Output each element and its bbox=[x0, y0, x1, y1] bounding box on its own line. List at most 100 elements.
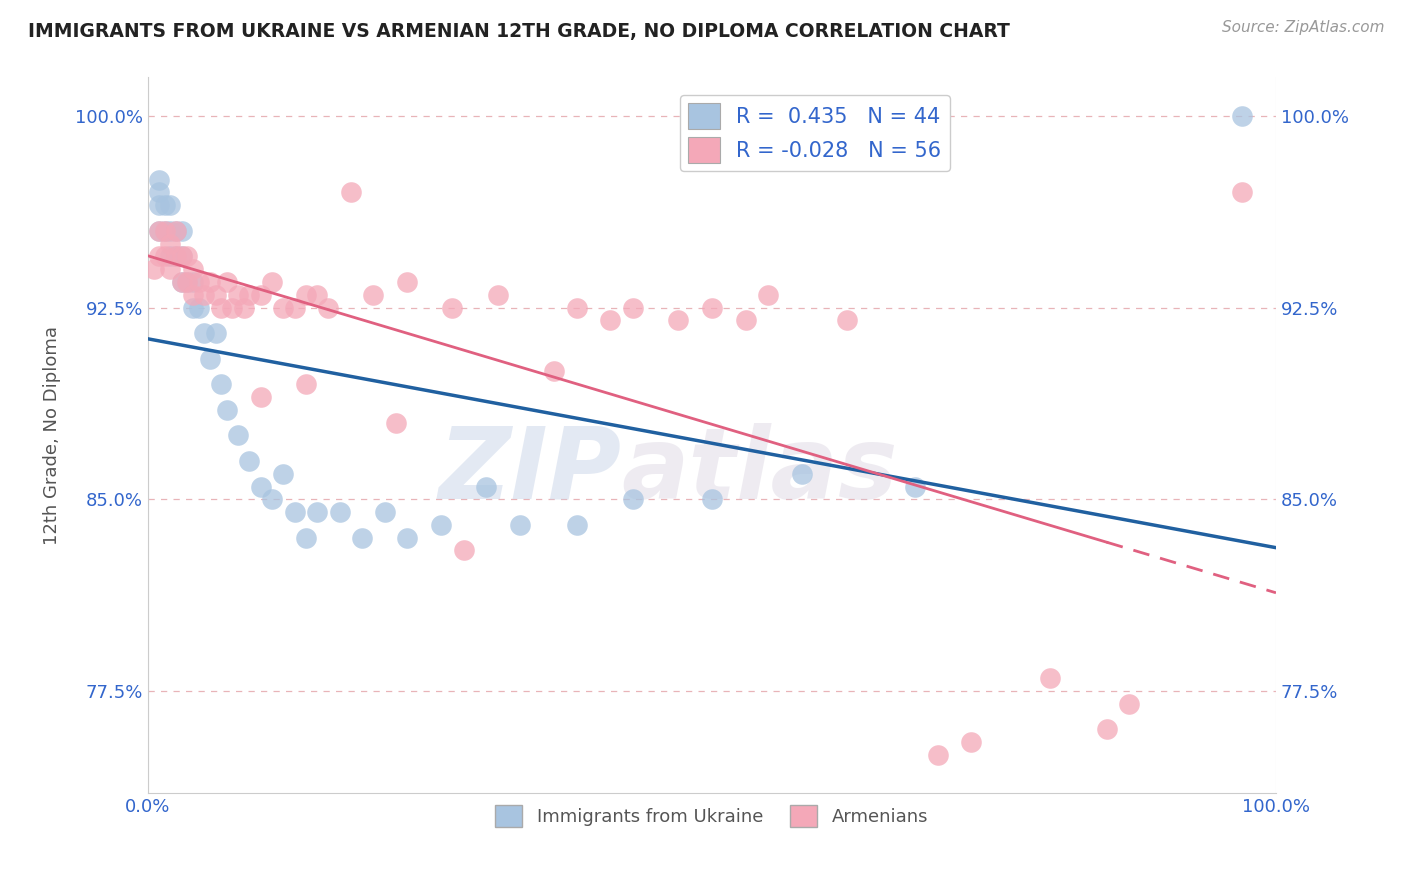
Text: ZIP: ZIP bbox=[439, 423, 621, 520]
Point bbox=[187, 301, 209, 315]
Point bbox=[271, 301, 294, 315]
Point bbox=[193, 326, 215, 340]
Point bbox=[198, 275, 221, 289]
Point bbox=[249, 479, 271, 493]
Point bbox=[193, 287, 215, 301]
Point bbox=[181, 262, 204, 277]
Point bbox=[170, 275, 193, 289]
Point bbox=[148, 249, 170, 263]
Point bbox=[621, 301, 644, 315]
Point bbox=[148, 172, 170, 186]
Point bbox=[960, 735, 983, 749]
Point bbox=[181, 275, 204, 289]
Point bbox=[165, 224, 187, 238]
Point bbox=[453, 543, 475, 558]
Point bbox=[176, 249, 198, 263]
Point bbox=[260, 492, 283, 507]
Point bbox=[148, 198, 170, 212]
Point bbox=[187, 275, 209, 289]
Point bbox=[238, 287, 260, 301]
Point bbox=[283, 301, 305, 315]
Point bbox=[700, 301, 723, 315]
Point bbox=[176, 275, 198, 289]
Point bbox=[215, 275, 238, 289]
Point bbox=[565, 301, 588, 315]
Point bbox=[430, 517, 453, 532]
Point bbox=[565, 517, 588, 532]
Point bbox=[181, 287, 204, 301]
Point bbox=[153, 198, 176, 212]
Point bbox=[159, 236, 181, 251]
Text: atlas: atlas bbox=[621, 423, 898, 520]
Text: Source: ZipAtlas.com: Source: ZipAtlas.com bbox=[1222, 20, 1385, 35]
Point bbox=[294, 287, 316, 301]
Point bbox=[374, 505, 396, 519]
Point bbox=[1230, 186, 1253, 200]
Point bbox=[307, 505, 329, 519]
Point bbox=[792, 467, 814, 481]
Point bbox=[475, 479, 498, 493]
Point bbox=[221, 301, 243, 315]
Point bbox=[148, 186, 170, 200]
Point bbox=[170, 249, 193, 263]
Point bbox=[153, 224, 176, 238]
Point bbox=[238, 454, 260, 468]
Point bbox=[1230, 109, 1253, 123]
Point bbox=[153, 249, 176, 263]
Point bbox=[486, 287, 509, 301]
Point bbox=[148, 224, 170, 238]
Point bbox=[170, 275, 193, 289]
Point bbox=[756, 287, 779, 301]
Point bbox=[621, 492, 644, 507]
Point bbox=[543, 364, 565, 378]
Point bbox=[396, 275, 419, 289]
Point bbox=[509, 517, 531, 532]
Point bbox=[204, 287, 226, 301]
Point bbox=[159, 249, 181, 263]
Point bbox=[209, 377, 232, 392]
Point bbox=[837, 313, 859, 327]
Point bbox=[385, 416, 408, 430]
Point bbox=[153, 224, 176, 238]
Point bbox=[232, 301, 254, 315]
Point bbox=[215, 402, 238, 417]
Point bbox=[176, 275, 198, 289]
Point bbox=[927, 747, 949, 762]
Point bbox=[1095, 723, 1118, 737]
Point bbox=[170, 249, 193, 263]
Point bbox=[283, 505, 305, 519]
Point bbox=[666, 313, 689, 327]
Point bbox=[329, 505, 352, 519]
Legend: Immigrants from Ukraine, Armenians: Immigrants from Ukraine, Armenians bbox=[488, 798, 935, 834]
Point bbox=[734, 313, 756, 327]
Point bbox=[271, 467, 294, 481]
Point bbox=[198, 351, 221, 366]
Point bbox=[226, 287, 249, 301]
Point bbox=[181, 301, 204, 315]
Point bbox=[148, 224, 170, 238]
Point bbox=[209, 301, 232, 315]
Point bbox=[1039, 671, 1062, 685]
Point bbox=[318, 301, 340, 315]
Point bbox=[700, 492, 723, 507]
Point bbox=[260, 275, 283, 289]
Point bbox=[599, 313, 621, 327]
Point bbox=[340, 186, 363, 200]
Point bbox=[204, 326, 226, 340]
Point bbox=[363, 287, 385, 301]
Point bbox=[904, 479, 927, 493]
Text: IMMIGRANTS FROM UKRAINE VS ARMENIAN 12TH GRADE, NO DIPLOMA CORRELATION CHART: IMMIGRANTS FROM UKRAINE VS ARMENIAN 12TH… bbox=[28, 22, 1010, 41]
Point bbox=[441, 301, 464, 315]
Point bbox=[226, 428, 249, 442]
Point bbox=[249, 390, 271, 404]
Point bbox=[159, 224, 181, 238]
Y-axis label: 12th Grade, No Diploma: 12th Grade, No Diploma bbox=[44, 326, 60, 545]
Point bbox=[352, 531, 374, 545]
Point bbox=[165, 224, 187, 238]
Point bbox=[1118, 697, 1140, 711]
Point bbox=[294, 531, 316, 545]
Point bbox=[159, 198, 181, 212]
Point bbox=[142, 262, 165, 277]
Point bbox=[170, 224, 193, 238]
Point bbox=[165, 249, 187, 263]
